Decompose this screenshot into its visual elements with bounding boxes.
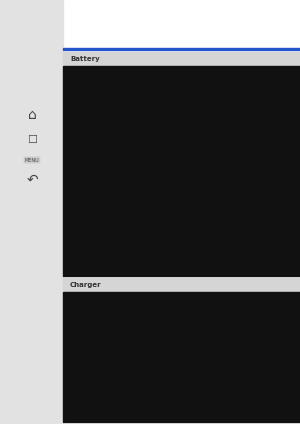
Text: Charger: Charger (70, 282, 102, 288)
Text: ↶: ↶ (26, 173, 38, 187)
Bar (63, 278, 300, 292)
Bar (63, 66, 300, 276)
Bar (63, 52, 300, 66)
Text: ☐: ☐ (27, 135, 37, 145)
Bar (63, 48, 300, 50)
Text: Battery: Battery (70, 56, 100, 62)
Text: ⌂: ⌂ (28, 108, 36, 122)
Bar (63, 292, 300, 422)
Text: MENU: MENU (25, 157, 39, 162)
Bar (0, 0, 63, 424)
